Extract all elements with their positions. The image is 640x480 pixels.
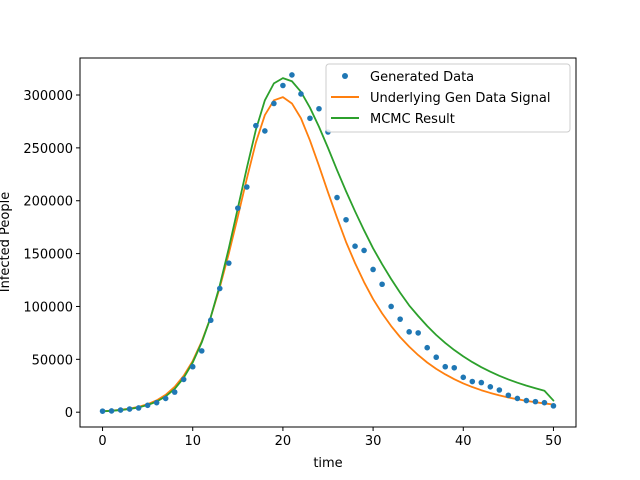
data-point — [550, 403, 557, 409]
plot-frame — [79, 57, 577, 428]
x-axis-label: time — [313, 456, 342, 471]
data-point — [280, 82, 286, 89]
data-point — [189, 363, 196, 370]
legend-label-underlying-signal: Underlying Gen Data Signal — [370, 91, 550, 106]
data-point — [117, 407, 124, 413]
legend-label-mcmc-result: MCMC Result — [370, 112, 455, 127]
data-point — [460, 374, 467, 381]
data-point — [370, 266, 376, 273]
data-point — [226, 260, 232, 266]
data-point — [307, 115, 313, 122]
data-point — [153, 399, 160, 406]
y-tick-label: 100000 — [23, 300, 73, 315]
data-point — [424, 344, 431, 351]
data-point — [334, 194, 340, 201]
data-point — [207, 317, 214, 324]
data-point — [253, 122, 259, 129]
data-point — [451, 364, 458, 371]
y-axis-ticks: 0 50000 100000 150000 200000 250000 300000 — [23, 89, 80, 421]
data-point — [316, 105, 322, 112]
data-point — [505, 392, 512, 399]
data-point — [180, 376, 187, 383]
data-point — [144, 402, 151, 409]
data-point — [216, 285, 223, 292]
data-point — [406, 329, 412, 335]
data-point — [108, 408, 115, 414]
data-point — [532, 398, 539, 405]
data-point — [379, 281, 385, 288]
x-tick-label: 40 — [455, 434, 472, 449]
legend-box — [325, 63, 571, 133]
data-point — [523, 397, 530, 404]
data-point — [442, 363, 449, 370]
data-point — [135, 405, 142, 411]
y-tick-label: 150000 — [23, 248, 73, 263]
data-point — [235, 205, 241, 211]
y-tick-label: 0 — [65, 406, 73, 421]
data-point — [352, 243, 358, 249]
series-line-mcmc-result — [101, 77, 555, 413]
data-point — [514, 395, 521, 402]
legend: Generated Data Underlying Gen Data Signa… — [325, 63, 571, 133]
x-tick-label: 50 — [545, 434, 562, 449]
y-tick-label: 250000 — [23, 142, 73, 157]
data-point — [415, 330, 421, 336]
data-point — [487, 384, 494, 390]
data-point — [397, 316, 403, 322]
y-tick-label: 200000 — [23, 195, 73, 210]
data-point — [126, 406, 133, 412]
data-point — [298, 91, 304, 97]
series-line-underlying-gen-data-signal — [101, 96, 555, 413]
data-point — [262, 128, 268, 134]
x-axis-ticks: 0 10 20 30 40 50 — [98, 427, 562, 449]
y-tick-label: 300000 — [23, 89, 73, 104]
plot-content — [99, 72, 557, 414]
data-point — [198, 348, 205, 354]
data-point — [496, 387, 503, 393]
data-point — [388, 303, 394, 310]
x-tick-label: 20 — [275, 434, 292, 449]
data-point — [541, 399, 548, 406]
data-point — [171, 389, 178, 395]
legend-label-generated-data: Generated Data — [370, 70, 474, 85]
y-tick-label: 50000 — [32, 353, 73, 368]
y-axis-label: Infected People — [0, 192, 13, 292]
data-point — [433, 354, 440, 361]
data-point — [244, 184, 250, 190]
data-point — [343, 216, 349, 223]
x-tick-label: 30 — [365, 434, 382, 449]
data-point — [289, 72, 295, 78]
x-tick-label: 0 — [98, 434, 106, 449]
data-point — [361, 247, 367, 254]
data-point — [478, 379, 485, 386]
data-point — [99, 408, 106, 414]
legend-marker-generated-data — [342, 73, 348, 79]
data-point — [271, 100, 277, 107]
data-point — [162, 395, 169, 402]
data-point — [469, 378, 476, 385]
x-tick-label: 10 — [184, 434, 201, 449]
